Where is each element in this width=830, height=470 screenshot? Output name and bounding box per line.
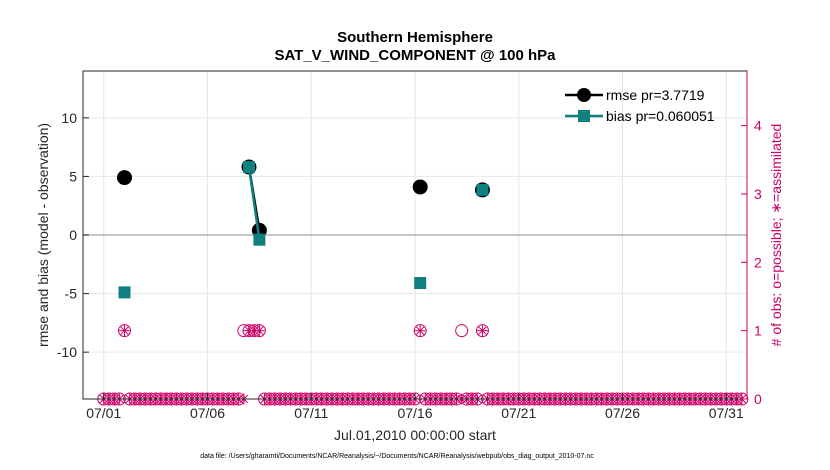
bias-point xyxy=(243,161,255,174)
y-axis-right-label: # of obs: o=possible; ∗=assimilated xyxy=(768,124,784,347)
x-tick-label: 07/01 xyxy=(86,405,121,421)
rmse-point xyxy=(117,170,132,186)
bias-point xyxy=(253,233,266,246)
obs-possible-marker xyxy=(118,324,131,338)
series-segment xyxy=(247,166,261,240)
obs-assimilated-stroke xyxy=(255,326,264,335)
x-tick-label: 07/21 xyxy=(501,405,536,421)
obs-assimilated-stroke xyxy=(120,326,129,335)
obs-assimilated-marker xyxy=(414,325,426,337)
bias-point xyxy=(118,286,131,299)
chart-title: Southern Hemisphere xyxy=(337,29,493,46)
y-tick-label: -5 xyxy=(65,286,78,302)
y-right-tick-label: 1 xyxy=(754,323,762,339)
x-tick-label: 07/06 xyxy=(190,405,225,421)
y-ticks: -10 -5 0 5 10 xyxy=(57,110,89,360)
obs-assimilated-marker xyxy=(119,325,130,337)
legend-bias-marker xyxy=(578,110,590,122)
obs-possible-marker xyxy=(455,324,469,338)
obs-possible-marker xyxy=(413,324,427,338)
x-tick-label: 07/11 xyxy=(294,405,328,421)
y-tick-label: -10 xyxy=(57,344,77,360)
y-axis-label: rmse and bias (model - observation) xyxy=(35,123,51,347)
bias-point xyxy=(414,277,427,290)
y-right-tick-label: 0 xyxy=(754,391,762,407)
obs-assimilated-stroke xyxy=(478,326,487,335)
legend-rmse-marker xyxy=(577,88,591,102)
series-layer xyxy=(117,159,490,299)
x-tick-label: 07/26 xyxy=(605,405,640,421)
y-right-tick-label: 3 xyxy=(754,186,762,202)
chart-subtitle: SAT_V_WIND_COMPONENT @ 100 hPa xyxy=(274,47,556,64)
data-file-footnote: data file: /Users/gharamti/Documents/NCA… xyxy=(200,453,594,460)
y-tick-label: 0 xyxy=(69,227,77,243)
y-tick-label: 5 xyxy=(69,168,77,184)
y-tick-label: 10 xyxy=(61,110,77,126)
x-tick-label: 07/31 xyxy=(709,405,744,421)
obs-assimilated-marker xyxy=(476,325,488,337)
y-ticks-right: 0 1 2 3 4 xyxy=(741,118,762,407)
legend: rmse pr=3.7719 bias pr=0.060051 xyxy=(565,87,715,124)
obs-assimilated-stroke xyxy=(415,326,425,335)
y-right-tick-label: 4 xyxy=(754,118,762,134)
x-axis-label: Jul.01,2010 00:00:00 start xyxy=(334,427,496,443)
obs-possible-marker xyxy=(475,324,489,338)
series-bias xyxy=(118,161,489,299)
x-ticks: 07/01 07/06 07/11 07/16 07/21 07/26 07/31 xyxy=(86,393,744,421)
bias-point xyxy=(476,183,489,196)
rmse-point xyxy=(412,179,428,195)
legend-bias-label: bias pr=0.060051 xyxy=(606,108,715,124)
y-right-tick-label: 2 xyxy=(754,254,762,270)
obs-assimilated-marker xyxy=(253,325,265,337)
legend-rmse-label: rmse pr=3.7719 xyxy=(606,87,705,103)
x-tick-label: 07/16 xyxy=(397,405,432,421)
